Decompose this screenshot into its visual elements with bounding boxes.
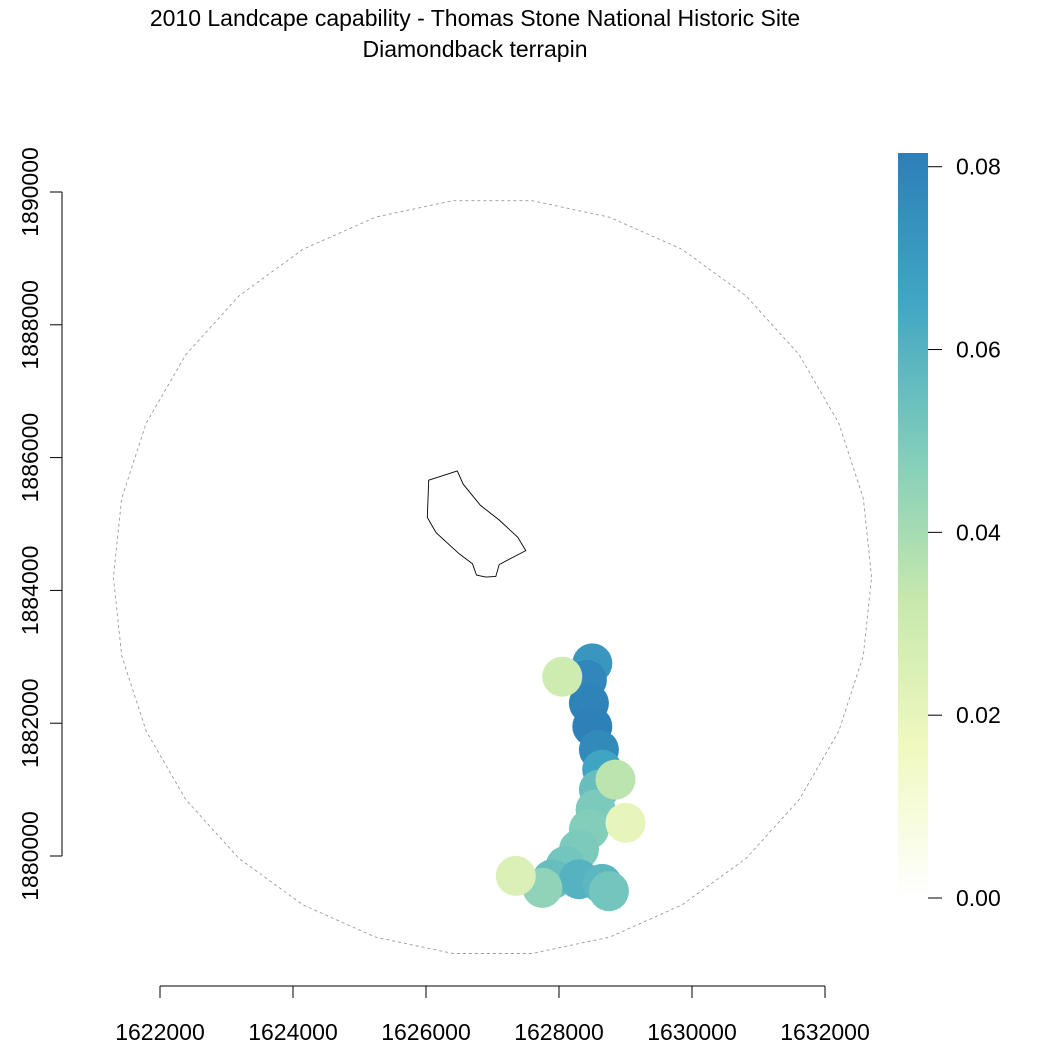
x-tick-label: 1628000 <box>514 1019 604 1045</box>
legend-tick-label: 0.04 <box>956 519 1001 545</box>
y-tick-label: 1886000 <box>17 413 43 503</box>
capability-cell <box>588 871 629 912</box>
capability-cell <box>605 802 646 843</box>
legend-tick-label: 0.06 <box>956 337 1001 363</box>
y-tick-label: 1880000 <box>17 811 43 901</box>
park-boundary <box>426 470 527 578</box>
capability-cell <box>542 656 583 697</box>
legend-tick-label: 0.00 <box>956 885 1001 911</box>
x-tick-label: 1624000 <box>248 1019 338 1045</box>
capability-surface <box>495 643 646 912</box>
chart-subtitle: Diamondback terrapin <box>362 36 588 62</box>
legend-tick-label: 0.02 <box>956 702 1001 728</box>
park-outline <box>426 470 527 578</box>
chart-title: 2010 Landcape capability - Thomas Stone … <box>149 5 801 31</box>
legend-tick-label: 0.08 <box>956 154 1001 180</box>
legend: 0.00 0.02 0.04 0.06 0.08 <box>898 153 1001 911</box>
y-tick-label: 1882000 <box>17 678 43 768</box>
x-tick-label: 1622000 <box>115 1019 205 1045</box>
capability-cell <box>595 759 636 800</box>
y-tick-label: 1890000 <box>17 147 43 237</box>
y-tick-label: 1884000 <box>17 546 43 636</box>
y-tick-label: 1888000 <box>17 280 43 370</box>
x-tick-label: 1626000 <box>381 1019 471 1045</box>
legend-color-bar <box>898 153 928 898</box>
capability-cell <box>495 855 536 896</box>
x-tick-label: 1630000 <box>647 1019 737 1045</box>
axes: 1622000 1624000 1626000 1628000 1630000 16320… <box>17 147 870 1045</box>
x-tick-label: 1632000 <box>780 1019 870 1045</box>
